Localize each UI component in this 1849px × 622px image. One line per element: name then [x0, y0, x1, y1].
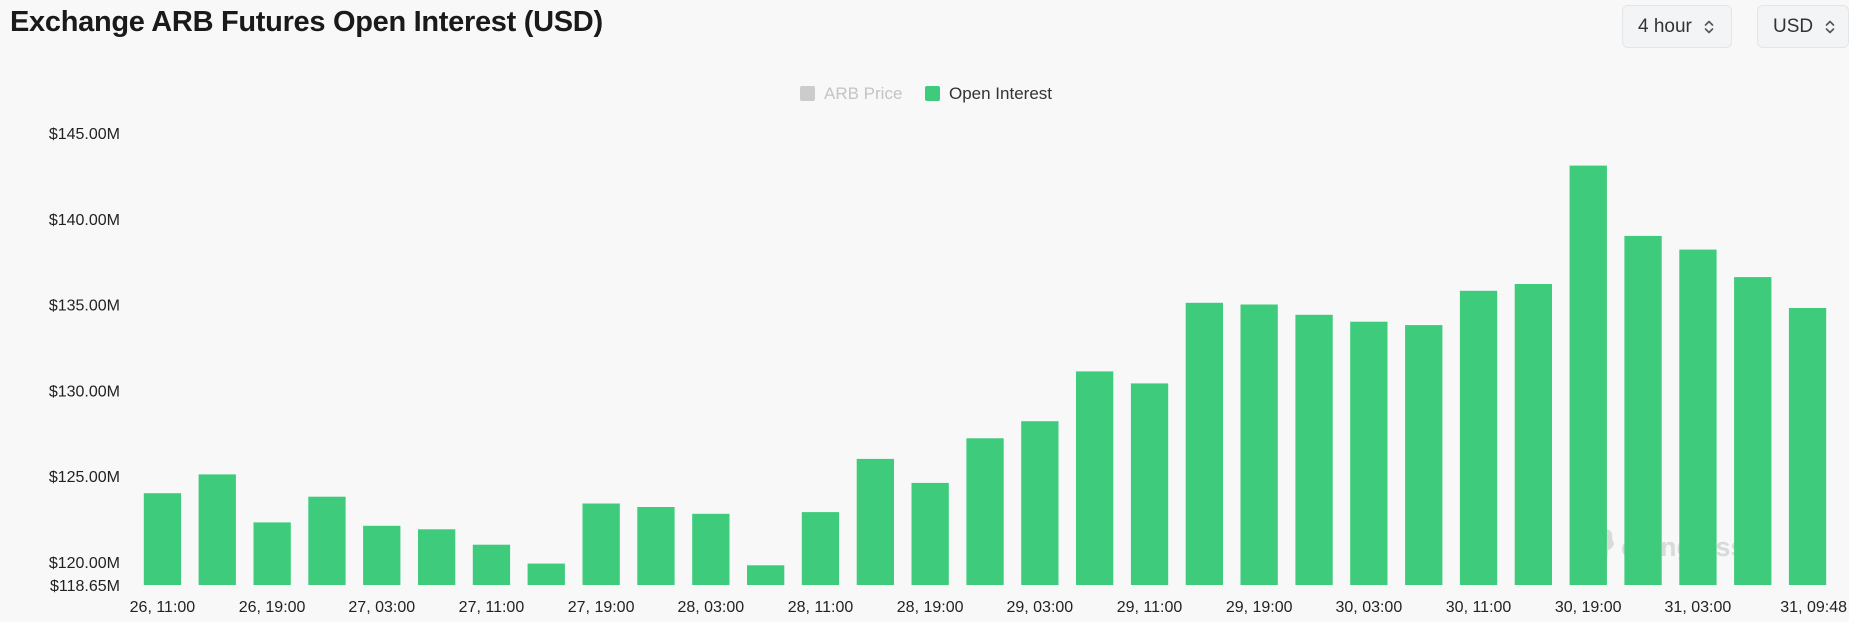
y-tick-label: $125.00M	[49, 469, 120, 486]
bar-open-interest[interactable]	[1405, 325, 1443, 585]
bar-open-interest[interactable]	[911, 482, 949, 585]
y-tick-label: $118.65M	[50, 578, 120, 595]
bar-open-interest[interactable]	[692, 513, 730, 585]
chevron-up-down-icon	[1704, 19, 1714, 35]
bar-open-interest[interactable]	[1734, 277, 1772, 585]
y-tick-label: $120.00M	[49, 555, 120, 572]
x-tick-label: 27, 03:00	[348, 599, 415, 616]
interval-select[interactable]: 4 hour	[1622, 5, 1732, 48]
x-tick-label: 27, 11:00	[459, 599, 525, 616]
x-tick-label: 28, 19:00	[897, 599, 964, 616]
bar-open-interest[interactable]	[637, 507, 675, 585]
currency-select[interactable]: USD	[1757, 5, 1849, 48]
bars	[143, 165, 1827, 586]
legend-swatch	[925, 86, 940, 101]
x-tick-label: 30, 19:00	[1555, 599, 1622, 616]
bar-open-interest[interactable]	[801, 512, 840, 585]
chart-legend: ARB Price Open Interest	[800, 84, 1052, 103]
bar-open-interest[interactable]	[856, 458, 894, 585]
x-tick-label: 29, 11:00	[1117, 599, 1183, 616]
x-tick-label: 30, 03:00	[1336, 599, 1403, 616]
bar-open-interest[interactable]	[1185, 302, 1223, 585]
bar-open-interest[interactable]	[966, 438, 1004, 585]
bar-open-interest[interactable]	[1788, 308, 1827, 585]
bar-open-interest[interactable]	[527, 563, 565, 585]
bar-open-interest[interactable]	[198, 474, 236, 585]
x-tick-label: 31, 09:48	[1780, 599, 1847, 616]
bar-open-interest[interactable]	[1350, 321, 1388, 585]
bar-open-interest[interactable]	[253, 522, 291, 585]
x-tick-label: 26, 11:00	[130, 599, 196, 616]
currency-select-value: USD	[1773, 15, 1814, 37]
legend-label: Open Interest	[949, 84, 1052, 103]
interval-select-value: 4 hour	[1638, 15, 1692, 37]
legend-item-open-interest[interactable]: Open Interest	[925, 84, 1052, 103]
x-axis: 26, 11:00 26, 19:00 27, 03:00 27, 11:00 27, …	[130, 599, 1847, 616]
legend-label: ARB Price	[824, 84, 902, 103]
x-tick-label: 28, 11:00	[788, 599, 854, 616]
legend-item-arb-price[interactable]: ARB Price	[800, 84, 902, 103]
bar-open-interest[interactable]	[472, 544, 511, 585]
x-tick-label: 26, 19:00	[239, 599, 306, 616]
bar-open-interest[interactable]	[1021, 421, 1059, 585]
bar-open-interest[interactable]	[1076, 371, 1114, 585]
bar-open-interest[interactable]	[1679, 249, 1717, 585]
y-tick-label: $130.00M	[49, 383, 120, 400]
x-tick-label: 29, 03:00	[1006, 599, 1073, 616]
y-axis: $145.00M $140.00M $135.00M $130.00M $125.00M…	[49, 126, 120, 595]
page-title: Exchange ARB Futures Open Interest (USD)	[10, 6, 603, 38]
bar-open-interest[interactable]	[1240, 304, 1278, 586]
bar-open-interest[interactable]	[308, 496, 346, 585]
bar-open-interest[interactable]	[363, 525, 401, 585]
bar-open-interest[interactable]	[747, 565, 785, 585]
y-tick-label: $145.00M	[49, 126, 120, 143]
bar-open-interest[interactable]	[418, 529, 456, 585]
x-tick-label: 31, 03:00	[1665, 599, 1732, 616]
y-tick-label: $135.00M	[49, 298, 120, 315]
bar-open-interest[interactable]	[1459, 290, 1498, 585]
legend-swatch	[800, 86, 815, 101]
bar-open-interest[interactable]	[1514, 284, 1552, 585]
x-tick-label: 28, 03:00	[677, 599, 744, 616]
bar-open-interest[interactable]	[1130, 383, 1169, 585]
x-tick-label: 29, 19:00	[1226, 599, 1293, 616]
x-tick-label: 30, 11:00	[1446, 599, 1512, 616]
bar-open-interest[interactable]	[1624, 235, 1662, 585]
x-tick-label: 27, 19:00	[568, 599, 635, 616]
bar-open-interest[interactable]	[1569, 165, 1607, 585]
bar-open-interest[interactable]	[582, 503, 620, 586]
y-tick-label: $140.00M	[49, 212, 120, 229]
bar-open-interest[interactable]	[1295, 314, 1333, 585]
bar-open-interest[interactable]	[143, 493, 182, 585]
chevron-up-down-icon	[1825, 19, 1835, 35]
